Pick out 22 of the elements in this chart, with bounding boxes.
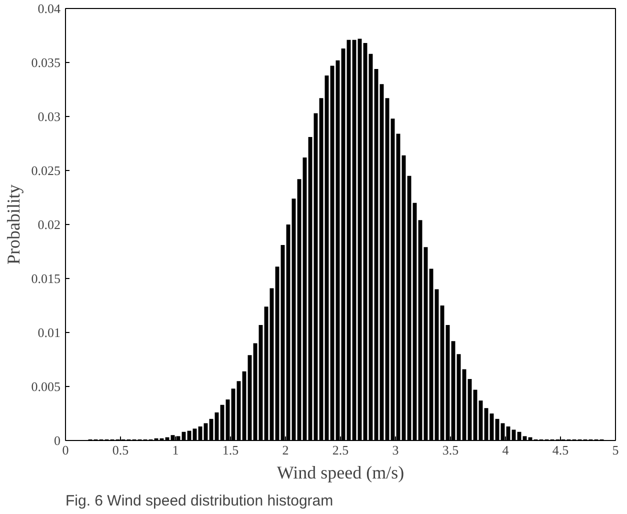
y-tick-label: 0.03 [38,109,60,124]
y-tick-label: 0.025 [31,163,60,178]
x-tick-label: 0.5 [112,442,129,458]
y-tick-label: 0.01 [38,325,60,340]
y-tick-label: 0 [54,433,60,448]
x-tick-label: 4 [502,442,510,458]
y-tick-label: 0.035 [31,55,60,70]
x-tick-label: 3.5 [442,442,459,458]
x-tick-label: 1 [172,442,179,458]
x-tick-label: 2.5 [332,442,349,458]
y-tick-label: 0.02 [38,217,60,232]
x-tick-label: 3 [392,442,399,458]
x-tick-label: 4.5 [552,442,569,458]
x-axis-title: Wind speed (m/s) [276,462,404,482]
y-tick-label: 0.005 [31,379,60,394]
y-tick-label: 0.04 [38,1,61,16]
y-axis-title: Probability [3,184,24,264]
y-tick-label: 0.015 [31,271,60,286]
x-tick-label: 5 [612,442,619,458]
x-tick-label: 2 [282,442,289,458]
x-tick-label: 1.5 [222,442,239,458]
caption: Fig. 6 Wind speed distribution histogram [66,492,334,510]
